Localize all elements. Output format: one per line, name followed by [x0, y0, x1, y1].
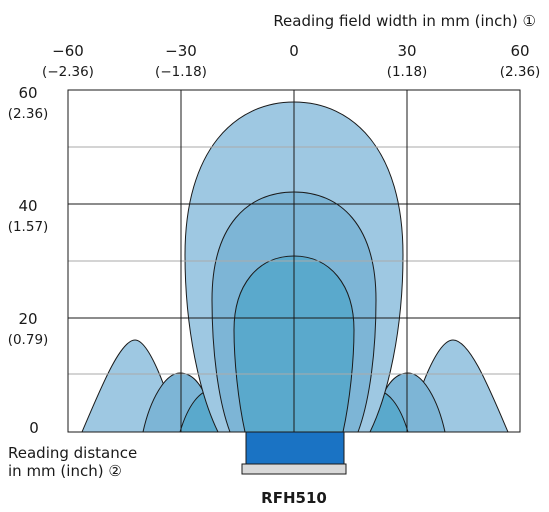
- y-axis-title-line2: in mm (inch) ②: [8, 462, 122, 480]
- y-tick-label: 0: [29, 419, 39, 437]
- device-antenna: [245, 431, 345, 465]
- y-tick-inch-label: (2.36): [8, 106, 49, 122]
- rfid-device: [241, 431, 347, 475]
- x-tick-inch-label: (1.18): [387, 64, 428, 80]
- x-tick-inch-label: (−2.36): [42, 64, 94, 80]
- x-axis-title: Reading field width in mm (inch) ①: [273, 12, 536, 30]
- y-tick-inch-label: (1.57): [8, 219, 49, 235]
- y-tick-label: 40: [18, 197, 37, 215]
- y-axis-title-line1: Reading distance: [8, 444, 137, 462]
- device-label: RFH510: [261, 489, 327, 507]
- x-tick-label: −30: [165, 42, 197, 60]
- x-tick-label: 30: [397, 42, 416, 60]
- device-housing: [241, 463, 347, 475]
- x-tick-label: 60: [510, 42, 529, 60]
- x-tick-label: −60: [52, 42, 84, 60]
- reading-fields: [81, 101, 509, 433]
- y-tick-label: 60: [18, 84, 37, 102]
- x-tick-inch-label: (2.36): [500, 64, 541, 80]
- x-tick-label: 0: [289, 42, 299, 60]
- y-tick-inch-label: (0.79): [8, 332, 49, 348]
- y-tick-label: 20: [18, 310, 37, 328]
- x-tick-inch-label: (−1.18): [155, 64, 207, 80]
